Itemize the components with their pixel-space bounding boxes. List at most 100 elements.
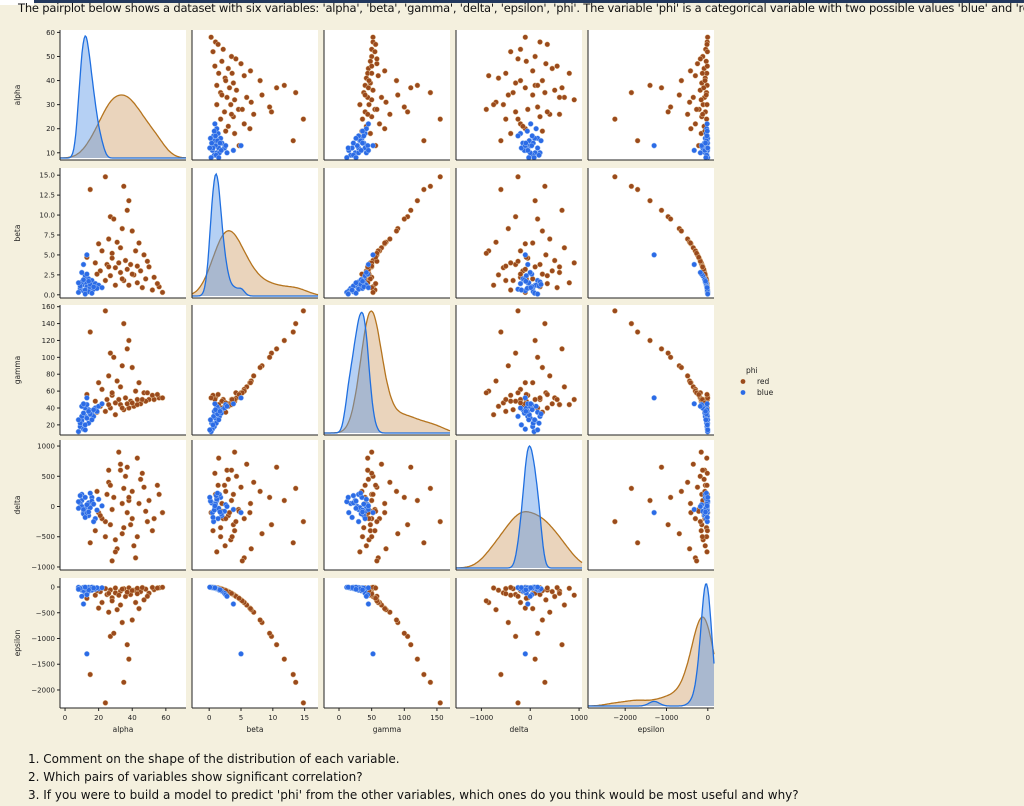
point-red bbox=[159, 584, 166, 591]
point-red bbox=[268, 521, 275, 528]
point-red bbox=[493, 239, 499, 246]
y-tick-label: 12.5 bbox=[39, 192, 55, 200]
point-red bbox=[151, 515, 157, 522]
kde-line-red bbox=[324, 310, 451, 434]
point-red bbox=[690, 461, 697, 468]
point-blue bbox=[238, 509, 244, 516]
point-red bbox=[136, 500, 142, 507]
point-blue bbox=[518, 287, 525, 293]
point-red bbox=[367, 58, 374, 65]
point-blue bbox=[524, 128, 531, 134]
x-axis-label: epsilon bbox=[638, 725, 665, 734]
point-red bbox=[290, 539, 297, 546]
point-blue bbox=[84, 271, 90, 277]
point-red bbox=[421, 539, 427, 546]
point-red bbox=[134, 396, 141, 403]
point-red bbox=[141, 597, 147, 603]
point-red bbox=[522, 379, 529, 386]
point-red bbox=[357, 549, 363, 555]
point-red bbox=[628, 485, 635, 492]
point-red bbox=[136, 240, 142, 246]
point-red bbox=[208, 395, 214, 401]
point-red bbox=[510, 89, 516, 96]
point-red bbox=[144, 258, 151, 265]
point-red bbox=[144, 518, 151, 525]
point-red bbox=[507, 48, 514, 55]
point-blue bbox=[211, 128, 218, 134]
point-red bbox=[628, 320, 635, 327]
point-red bbox=[495, 75, 502, 81]
point-red bbox=[512, 350, 519, 356]
point-blue bbox=[515, 413, 521, 420]
point-red bbox=[517, 248, 524, 254]
point-blue bbox=[534, 584, 541, 591]
point-blue bbox=[80, 400, 87, 407]
point-blue bbox=[349, 514, 355, 521]
point-red bbox=[559, 84, 565, 91]
kde-line-red bbox=[456, 511, 583, 569]
point-blue bbox=[703, 154, 709, 161]
point-red bbox=[217, 533, 224, 540]
point-red bbox=[507, 398, 514, 405]
point-red bbox=[372, 280, 379, 287]
point-blue bbox=[82, 494, 89, 501]
point-blue bbox=[224, 403, 230, 410]
point-red bbox=[115, 260, 122, 266]
point-red bbox=[120, 679, 127, 686]
pairplot: 102030405060alpha0.02.55.07.510.012.515.… bbox=[13, 29, 774, 734]
point-blue bbox=[217, 408, 223, 415]
point-red bbox=[139, 470, 146, 477]
kde-line-blue bbox=[324, 311, 450, 434]
point-red bbox=[498, 671, 504, 678]
point-blue bbox=[238, 142, 244, 149]
point-red bbox=[554, 284, 560, 291]
intro-text: The pairplot below shows a dataset with … bbox=[18, 1, 1024, 15]
point-red bbox=[119, 619, 126, 626]
point-red bbox=[485, 72, 492, 79]
point-red bbox=[551, 87, 558, 94]
point-red bbox=[222, 488, 229, 495]
point-red bbox=[517, 77, 524, 84]
point-red bbox=[144, 593, 151, 600]
point-blue bbox=[691, 147, 698, 154]
point-red bbox=[112, 400, 119, 406]
point-red bbox=[692, 121, 699, 127]
point-red bbox=[359, 116, 366, 122]
point-red bbox=[529, 276, 536, 282]
point-red bbox=[699, 264, 706, 270]
point-blue bbox=[651, 509, 657, 516]
point-red bbox=[554, 584, 560, 591]
point-blue bbox=[349, 287, 355, 293]
point-red bbox=[115, 592, 122, 599]
point-red bbox=[704, 48, 711, 55]
y-tick-label: −500 bbox=[36, 533, 55, 541]
point-red bbox=[414, 197, 421, 204]
point-red bbox=[697, 518, 704, 525]
point-red bbox=[539, 228, 546, 234]
panel-beta-vs-gamma bbox=[323, 168, 450, 299]
point-red bbox=[247, 500, 254, 507]
point-red bbox=[132, 599, 139, 606]
point-blue bbox=[84, 591, 90, 598]
point-blue bbox=[691, 400, 698, 407]
point-red bbox=[137, 476, 144, 483]
point-red bbox=[546, 236, 553, 242]
x-tick-label: 150 bbox=[430, 714, 443, 722]
point-red bbox=[571, 96, 578, 103]
point-blue bbox=[210, 422, 216, 428]
point-red bbox=[394, 92, 401, 98]
point-red bbox=[704, 549, 710, 555]
point-red bbox=[505, 225, 512, 232]
point-red bbox=[117, 384, 124, 390]
panel-epsilon-vs-beta: 0 5 10 15 beta bbox=[191, 578, 318, 734]
point-red bbox=[401, 104, 408, 110]
point-red bbox=[667, 354, 674, 361]
point-red bbox=[678, 488, 685, 495]
point-red bbox=[383, 545, 389, 552]
point-red bbox=[139, 396, 146, 403]
point-red bbox=[393, 228, 400, 234]
point-blue bbox=[212, 400, 218, 407]
point-blue bbox=[75, 586, 82, 593]
point-blue bbox=[85, 278, 92, 285]
point-blue bbox=[343, 154, 350, 161]
